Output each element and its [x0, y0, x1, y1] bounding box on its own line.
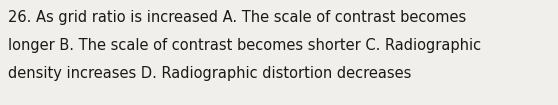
Text: density increases D. Radiographic distortion decreases: density increases D. Radiographic distor…	[8, 66, 411, 81]
Text: 26. As grid ratio is increased A. The scale of contrast becomes: 26. As grid ratio is increased A. The sc…	[8, 10, 466, 25]
Text: longer B. The scale of contrast becomes shorter C. Radiographic: longer B. The scale of contrast becomes …	[8, 38, 481, 53]
